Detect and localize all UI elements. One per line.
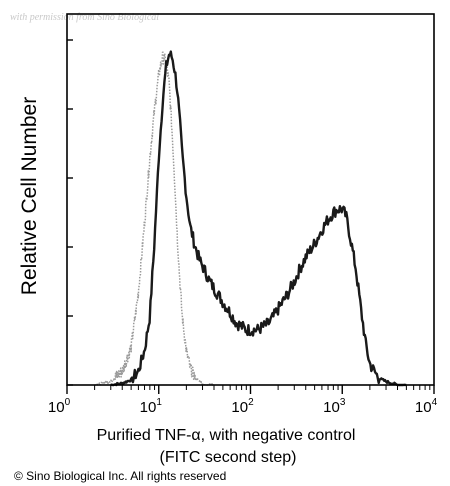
x-axis-label-line-2: (FITC second step): [160, 449, 297, 466]
x-tick-label-0: 100: [48, 397, 71, 416]
x-tick-label-4: 104: [415, 397, 438, 416]
plot-area: [66, 13, 435, 387]
series-solid-sample: [110, 50, 407, 387]
y-axis-ticks: [67, 39, 73, 386]
watermark-text: with permission from Sino Biological: [10, 12, 159, 23]
plot-frame: [66, 13, 435, 386]
x-axis-label-line-1: Purified TNF-α, with negative control: [97, 427, 356, 444]
x-tick-label-2: 102: [231, 397, 254, 416]
series-dotted-control: [94, 51, 215, 386]
x-tick-label-base: 10: [140, 399, 157, 416]
y-axis-label: Relative Cell Number: [18, 97, 41, 295]
copyright-text: © Sino Biological Inc. All rights reserv…: [14, 469, 226, 483]
x-tick-label-exponent: 1: [156, 397, 162, 408]
x-tick-label-base: 10: [415, 399, 432, 416]
x-tick-label-base: 10: [48, 399, 65, 416]
x-tick-label-3: 103: [323, 397, 346, 416]
x-tick-label-exponent: 3: [340, 397, 346, 408]
x-axis-ticks: [66, 385, 435, 394]
x-tick-label-base: 10: [231, 399, 248, 416]
x-axis-tick-labels: 100 101 102 103 104: [48, 397, 438, 416]
x-tick-label-exponent: 0: [65, 397, 71, 408]
x-tick-label-exponent: 2: [248, 397, 254, 408]
x-tick-label-1: 101: [140, 397, 163, 416]
x-tick-label-exponent: 4: [432, 397, 438, 408]
x-tick-label-base: 10: [323, 399, 340, 416]
